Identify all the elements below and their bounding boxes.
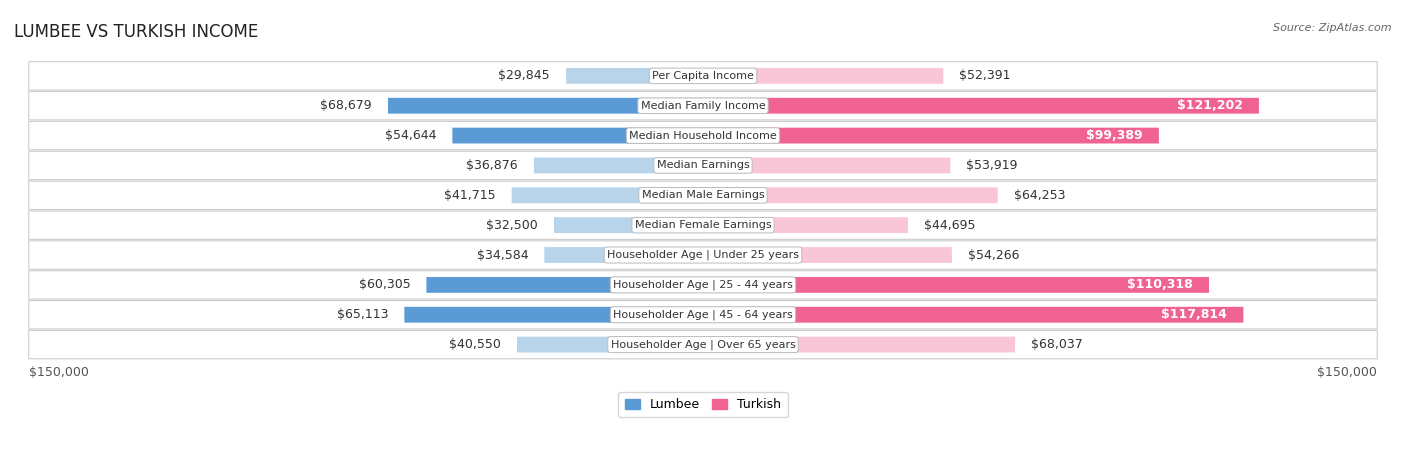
- FancyBboxPatch shape: [703, 157, 950, 173]
- FancyBboxPatch shape: [703, 247, 952, 263]
- FancyBboxPatch shape: [453, 127, 703, 143]
- Text: $53,919: $53,919: [966, 159, 1018, 172]
- FancyBboxPatch shape: [554, 217, 703, 233]
- Text: Source: ZipAtlas.com: Source: ZipAtlas.com: [1274, 23, 1392, 33]
- FancyBboxPatch shape: [28, 181, 1378, 210]
- Text: $40,550: $40,550: [449, 338, 501, 351]
- FancyBboxPatch shape: [28, 241, 1378, 269]
- Text: Householder Age | Under 25 years: Householder Age | Under 25 years: [607, 250, 799, 260]
- FancyBboxPatch shape: [28, 331, 1378, 359]
- FancyBboxPatch shape: [28, 211, 1378, 240]
- FancyBboxPatch shape: [703, 68, 943, 84]
- FancyBboxPatch shape: [544, 247, 703, 263]
- Text: $99,389: $99,389: [1087, 129, 1143, 142]
- Text: $117,814: $117,814: [1161, 308, 1227, 321]
- Text: Householder Age | 25 - 44 years: Householder Age | 25 - 44 years: [613, 280, 793, 290]
- FancyBboxPatch shape: [703, 217, 908, 233]
- FancyBboxPatch shape: [703, 277, 1209, 293]
- Text: $110,318: $110,318: [1128, 278, 1192, 291]
- Text: $60,305: $60,305: [359, 278, 411, 291]
- FancyBboxPatch shape: [512, 187, 703, 203]
- Text: Median Household Income: Median Household Income: [628, 131, 778, 141]
- Text: $121,202: $121,202: [1177, 99, 1243, 112]
- Text: $41,715: $41,715: [444, 189, 495, 202]
- Text: $32,500: $32,500: [486, 219, 538, 232]
- FancyBboxPatch shape: [703, 98, 1258, 113]
- Legend: Lumbee, Turkish: Lumbee, Turkish: [619, 392, 787, 417]
- Text: Per Capita Income: Per Capita Income: [652, 71, 754, 81]
- FancyBboxPatch shape: [517, 337, 703, 353]
- Text: $29,845: $29,845: [499, 70, 550, 82]
- FancyBboxPatch shape: [703, 127, 1159, 143]
- Text: Householder Age | 45 - 64 years: Householder Age | 45 - 64 years: [613, 310, 793, 320]
- FancyBboxPatch shape: [703, 307, 1243, 323]
- Text: $52,391: $52,391: [959, 70, 1011, 82]
- Text: Median Family Income: Median Family Income: [641, 101, 765, 111]
- FancyBboxPatch shape: [567, 68, 703, 84]
- Text: $68,679: $68,679: [321, 99, 373, 112]
- FancyBboxPatch shape: [426, 277, 703, 293]
- FancyBboxPatch shape: [28, 271, 1378, 299]
- Text: $64,253: $64,253: [1014, 189, 1066, 202]
- FancyBboxPatch shape: [703, 337, 1015, 353]
- Text: $150,000: $150,000: [28, 366, 89, 379]
- Text: $44,695: $44,695: [924, 219, 976, 232]
- Text: Householder Age | Over 65 years: Householder Age | Over 65 years: [610, 340, 796, 350]
- FancyBboxPatch shape: [703, 187, 998, 203]
- FancyBboxPatch shape: [28, 121, 1378, 150]
- FancyBboxPatch shape: [28, 151, 1378, 180]
- FancyBboxPatch shape: [28, 92, 1378, 120]
- Text: $36,876: $36,876: [467, 159, 517, 172]
- FancyBboxPatch shape: [28, 62, 1378, 90]
- Text: $54,266: $54,266: [967, 248, 1019, 262]
- Text: $34,584: $34,584: [477, 248, 529, 262]
- FancyBboxPatch shape: [534, 157, 703, 173]
- FancyBboxPatch shape: [388, 98, 703, 113]
- Text: Median Male Earnings: Median Male Earnings: [641, 191, 765, 200]
- Text: Median Earnings: Median Earnings: [657, 161, 749, 170]
- Text: $150,000: $150,000: [1317, 366, 1378, 379]
- FancyBboxPatch shape: [28, 301, 1378, 329]
- Text: $65,113: $65,113: [337, 308, 388, 321]
- Text: LUMBEE VS TURKISH INCOME: LUMBEE VS TURKISH INCOME: [14, 23, 259, 42]
- Text: Median Female Earnings: Median Female Earnings: [634, 220, 772, 230]
- FancyBboxPatch shape: [405, 307, 703, 323]
- Text: $68,037: $68,037: [1031, 338, 1083, 351]
- Text: $54,644: $54,644: [385, 129, 436, 142]
